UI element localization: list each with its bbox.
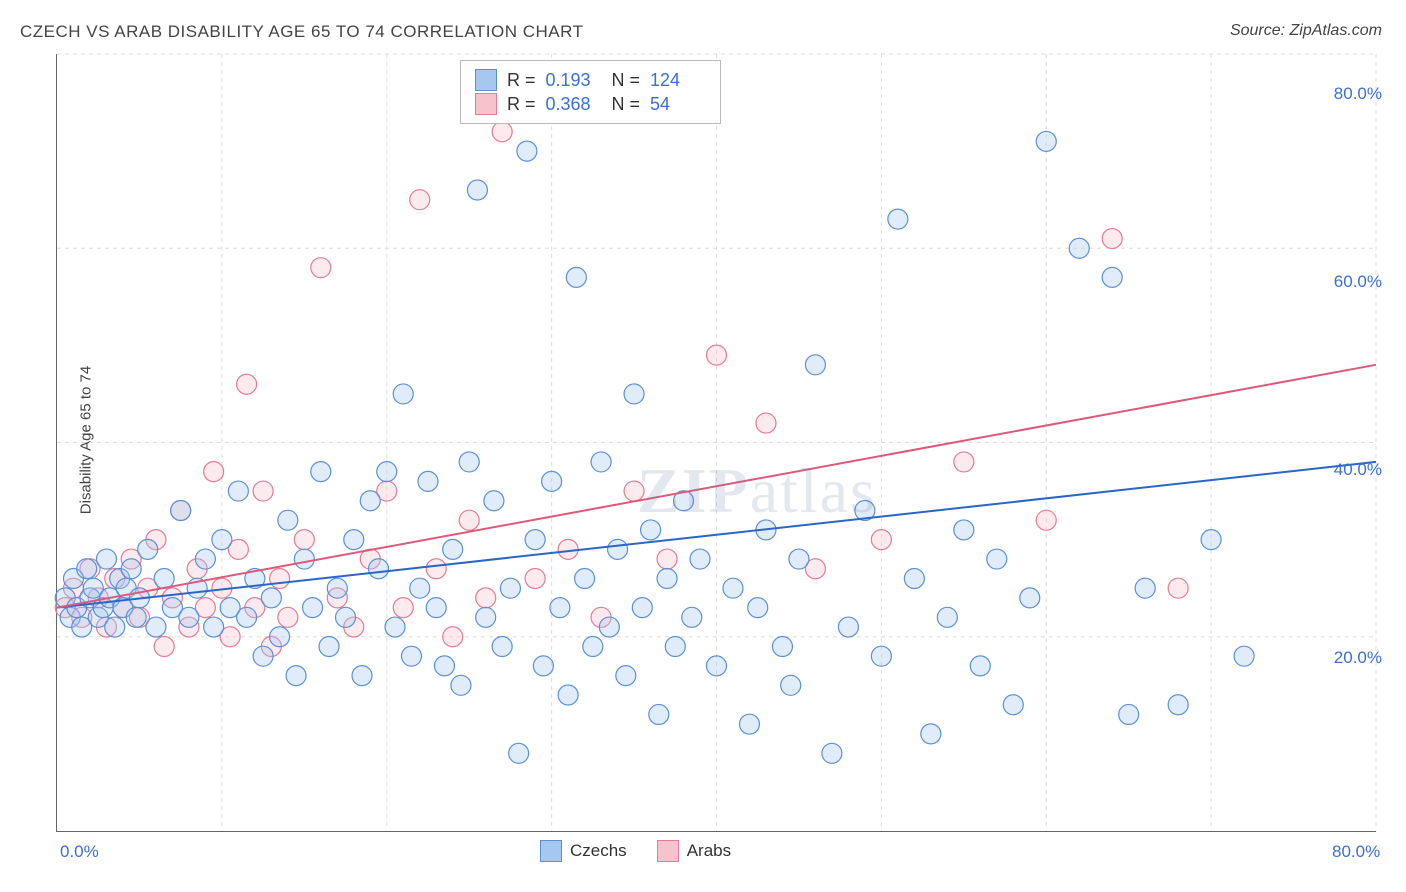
series-legend: Czechs Arabs bbox=[540, 840, 731, 862]
source-attribution: Source: ZipAtlas.com bbox=[1230, 22, 1382, 40]
legend-label-czechs: Czechs bbox=[570, 841, 627, 861]
y-tick-20: 20.0% bbox=[1334, 648, 1382, 668]
swatch-arabs bbox=[475, 93, 497, 115]
legend-row-arabs: R = 0.368 N = 54 bbox=[475, 93, 706, 115]
y-tick-40: 40.0% bbox=[1334, 460, 1382, 480]
plot-area: ZIPatlas bbox=[56, 54, 1376, 832]
legend-item-arabs: Arabs bbox=[657, 840, 731, 862]
correlation-legend: R = 0.193 N = 124 R = 0.368 N = 54 bbox=[460, 60, 721, 124]
swatch-czechs bbox=[475, 69, 497, 91]
swatch-czechs-bottom bbox=[540, 840, 562, 862]
chart-container: CZECH VS ARAB DISABILITY AGE 65 TO 74 CO… bbox=[0, 0, 1406, 892]
chart-title: CZECH VS ARAB DISABILITY AGE 65 TO 74 CO… bbox=[20, 22, 583, 42]
legend-item-czechs: Czechs bbox=[540, 840, 627, 862]
y-tick-60: 60.0% bbox=[1334, 272, 1382, 292]
scatter-plot-svg bbox=[57, 54, 1376, 831]
legend-row-czechs: R = 0.193 N = 124 bbox=[475, 69, 706, 91]
x-tick-0: 0.0% bbox=[60, 842, 99, 862]
swatch-arabs-bottom bbox=[657, 840, 679, 862]
x-tick-80: 80.0% bbox=[1332, 842, 1380, 862]
y-tick-80: 80.0% bbox=[1334, 84, 1382, 104]
legend-label-arabs: Arabs bbox=[687, 841, 731, 861]
